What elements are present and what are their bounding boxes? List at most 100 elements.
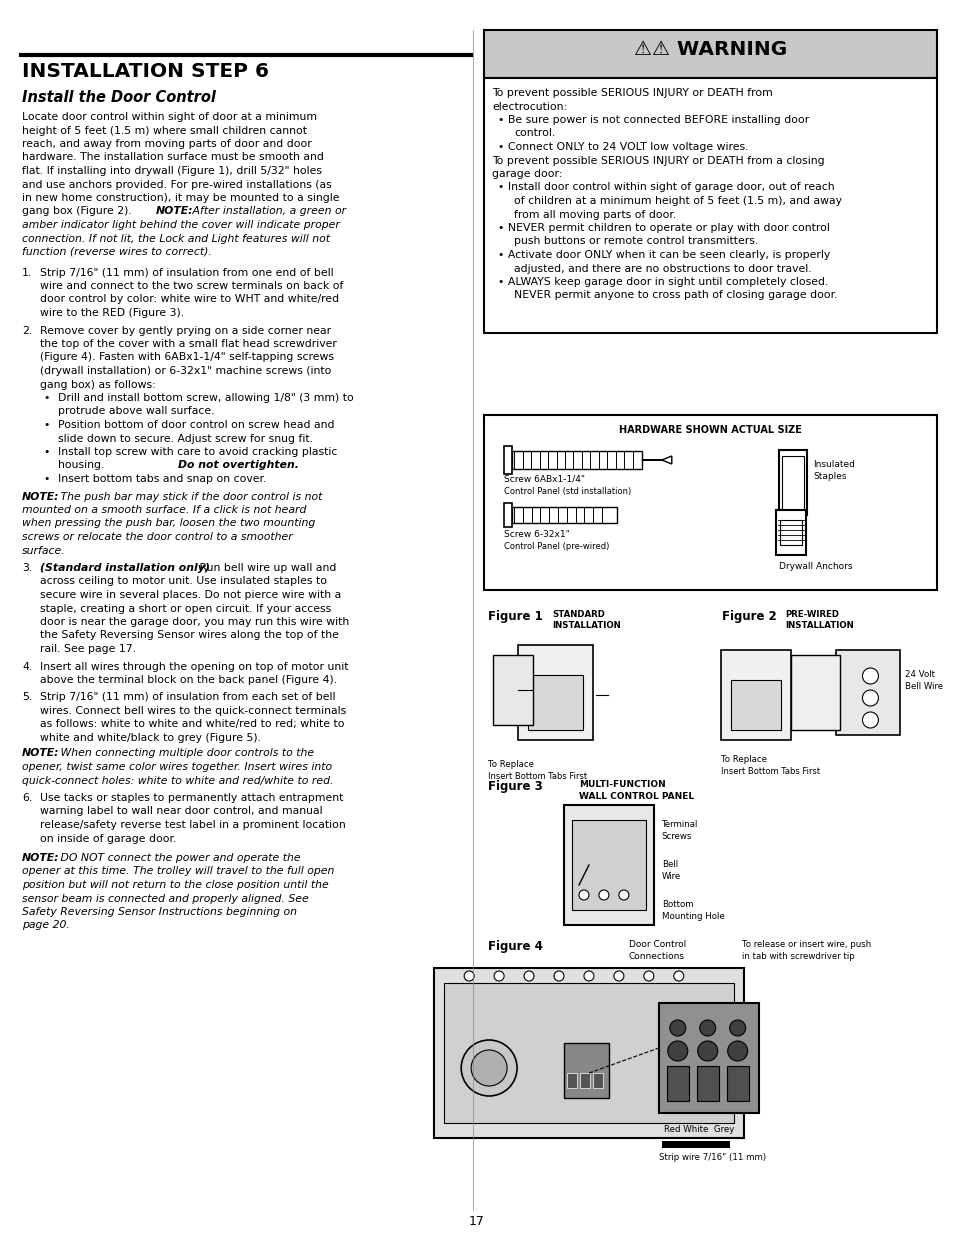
Circle shape bbox=[618, 890, 628, 900]
Bar bbox=[790, 655, 840, 730]
Text: connection. If not lit, the Lock and Light features will not: connection. If not lit, the Lock and Lig… bbox=[22, 233, 330, 243]
Text: Install the Door Control: Install the Door Control bbox=[22, 90, 215, 105]
Text: Strip 7/16" (11 mm) of insulation from one end of bell: Strip 7/16" (11 mm) of insulation from o… bbox=[40, 268, 334, 278]
Text: Insulated: Insulated bbox=[813, 459, 855, 469]
Bar bbox=[563, 1044, 608, 1098]
Text: Run bell wire up wall and: Run bell wire up wall and bbox=[195, 563, 335, 573]
Text: Insert Bottom Tabs First: Insert Bottom Tabs First bbox=[488, 772, 587, 781]
Text: • NEVER permit children to operate or play with door control: • NEVER permit children to operate or pl… bbox=[497, 224, 829, 233]
Text: NEVER permit anyone to cross path of closing garage door.: NEVER permit anyone to cross path of clo… bbox=[514, 290, 837, 300]
Bar bbox=[572, 820, 645, 910]
Text: Strip wire 7/16" (11 mm): Strip wire 7/16" (11 mm) bbox=[659, 1153, 765, 1162]
Circle shape bbox=[598, 890, 608, 900]
Text: warning label to wall near door control, and manual: warning label to wall near door control,… bbox=[40, 806, 322, 816]
Text: MULTI-FUNCTION: MULTI-FUNCTION bbox=[578, 781, 665, 789]
Text: The push bar may stick if the door control is not: The push bar may stick if the door contr… bbox=[57, 492, 322, 501]
Text: amber indicator light behind the cover will indicate proper: amber indicator light behind the cover w… bbox=[22, 220, 339, 230]
Text: Strip 7/16" (11 mm) of insulation from each set of bell: Strip 7/16" (11 mm) of insulation from e… bbox=[40, 693, 335, 703]
Circle shape bbox=[578, 890, 588, 900]
Text: Connections: Connections bbox=[628, 952, 684, 961]
Bar bbox=[726, 1066, 748, 1100]
Bar bbox=[730, 680, 780, 730]
Text: opener at this time. The trolley will travel to the full open: opener at this time. The trolley will tr… bbox=[22, 867, 334, 877]
Text: staple, creating a short or open circuit. If your access: staple, creating a short or open circuit… bbox=[40, 604, 331, 614]
Text: function (reverse wires to correct).: function (reverse wires to correct). bbox=[22, 247, 212, 257]
Text: 3.: 3. bbox=[22, 563, 32, 573]
Text: Figure 4: Figure 4 bbox=[488, 940, 542, 953]
Bar bbox=[659, 1003, 758, 1113]
Text: from all moving parts of door.: from all moving parts of door. bbox=[514, 210, 676, 220]
Text: Figure 2: Figure 2 bbox=[721, 610, 776, 622]
Bar bbox=[512, 451, 641, 469]
Circle shape bbox=[697, 1041, 717, 1061]
Text: slide down to secure. Adjust screw for snug fit.: slide down to secure. Adjust screw for s… bbox=[58, 433, 313, 443]
Circle shape bbox=[862, 668, 878, 684]
Text: Bell Wire: Bell Wire bbox=[904, 682, 943, 692]
Bar bbox=[661, 1141, 729, 1149]
Text: Drill and install bottom screw, allowing 1/8" (3 mm) to: Drill and install bottom screw, allowing… bbox=[58, 393, 354, 403]
Circle shape bbox=[862, 690, 878, 706]
Text: rail. See page 17.: rail. See page 17. bbox=[40, 643, 135, 655]
Circle shape bbox=[862, 713, 878, 727]
Text: Figure 3: Figure 3 bbox=[488, 781, 542, 793]
Text: Control Panel (pre-wired): Control Panel (pre-wired) bbox=[503, 542, 609, 551]
Text: (Figure 4). Fasten with 6ABx1-1/4" self-tapping screws: (Figure 4). Fasten with 6ABx1-1/4" self-… bbox=[40, 352, 334, 363]
Text: Wire: Wire bbox=[661, 872, 680, 881]
Bar bbox=[483, 415, 937, 590]
Text: wire and connect to the two screw terminals on back of: wire and connect to the two screw termin… bbox=[40, 282, 343, 291]
Text: garage door:: garage door: bbox=[492, 169, 562, 179]
Text: control.: control. bbox=[514, 128, 555, 138]
Bar bbox=[778, 450, 805, 515]
Bar bbox=[666, 1066, 688, 1100]
Bar bbox=[696, 1066, 718, 1100]
Text: To Replace: To Replace bbox=[488, 760, 534, 769]
Text: INSTALLATION: INSTALLATION bbox=[552, 621, 620, 630]
Text: position but will not return to the close position until the: position but will not return to the clos… bbox=[22, 881, 329, 890]
Bar bbox=[781, 456, 802, 511]
Text: mounted on a smooth surface. If a click is not heard: mounted on a smooth surface. If a click … bbox=[22, 505, 306, 515]
Text: NOTE:: NOTE: bbox=[22, 492, 59, 501]
Text: Staples: Staples bbox=[813, 472, 846, 480]
Text: •: • bbox=[43, 420, 50, 430]
Bar bbox=[503, 503, 512, 527]
Text: Do not overtighten.: Do not overtighten. bbox=[177, 461, 298, 471]
Text: Terminal: Terminal bbox=[661, 820, 698, 829]
Circle shape bbox=[523, 971, 534, 981]
Text: 6.: 6. bbox=[22, 793, 32, 803]
Text: 4.: 4. bbox=[22, 662, 32, 672]
Text: Remove cover by gently prying on a side corner near: Remove cover by gently prying on a side … bbox=[40, 326, 331, 336]
Text: • Activate door ONLY when it can be seen clearly, is properly: • Activate door ONLY when it can be seen… bbox=[497, 249, 829, 261]
Text: reach, and away from moving parts of door and door: reach, and away from moving parts of doo… bbox=[22, 140, 312, 149]
Text: After installation, a green or: After installation, a green or bbox=[189, 206, 345, 216]
Text: housing.: housing. bbox=[58, 461, 108, 471]
Text: • Connect ONLY to 24 VOLT low voltage wires.: • Connect ONLY to 24 VOLT low voltage wi… bbox=[497, 142, 748, 152]
Circle shape bbox=[699, 1020, 715, 1036]
Bar bbox=[483, 78, 937, 333]
Text: To prevent possible SERIOUS INJURY or DEATH from: To prevent possible SERIOUS INJURY or DE… bbox=[492, 88, 772, 98]
Circle shape bbox=[614, 971, 623, 981]
Text: flat. If installing into drywall (Figure 1), drill 5/32" holes: flat. If installing into drywall (Figure… bbox=[22, 165, 321, 177]
Text: Control Panel (std installation): Control Panel (std installation) bbox=[503, 487, 631, 496]
Circle shape bbox=[667, 1041, 687, 1061]
Text: NOTE:: NOTE: bbox=[22, 748, 59, 758]
Text: and use anchors provided. For pre-wired installations (as: and use anchors provided. For pre-wired … bbox=[22, 179, 332, 189]
Text: the Safety Reversing Sensor wires along the top of the: the Safety Reversing Sensor wires along … bbox=[40, 631, 338, 641]
Text: Bottom: Bottom bbox=[661, 900, 693, 909]
Circle shape bbox=[669, 1020, 685, 1036]
Circle shape bbox=[554, 971, 563, 981]
Circle shape bbox=[727, 1041, 747, 1061]
Text: adjusted, and there are no obstructions to door travel.: adjusted, and there are no obstructions … bbox=[514, 263, 811, 273]
Text: Insert all wires through the opening on top of motor unit: Insert all wires through the opening on … bbox=[40, 662, 348, 672]
Bar bbox=[563, 805, 653, 925]
Bar bbox=[517, 645, 593, 740]
Circle shape bbox=[460, 1040, 517, 1095]
Circle shape bbox=[643, 971, 653, 981]
Text: Insert bottom tabs and snap on cover.: Insert bottom tabs and snap on cover. bbox=[58, 474, 266, 484]
Bar bbox=[593, 1073, 602, 1088]
Text: 5.: 5. bbox=[22, 693, 32, 703]
Text: opener, twist same color wires together. Insert wires into: opener, twist same color wires together.… bbox=[22, 762, 332, 772]
Text: above the terminal block on the back panel (Figure 4).: above the terminal block on the back pan… bbox=[40, 676, 336, 685]
Text: To Replace: To Replace bbox=[720, 755, 766, 764]
Bar bbox=[493, 655, 533, 725]
Text: on inside of garage door.: on inside of garage door. bbox=[40, 834, 176, 844]
